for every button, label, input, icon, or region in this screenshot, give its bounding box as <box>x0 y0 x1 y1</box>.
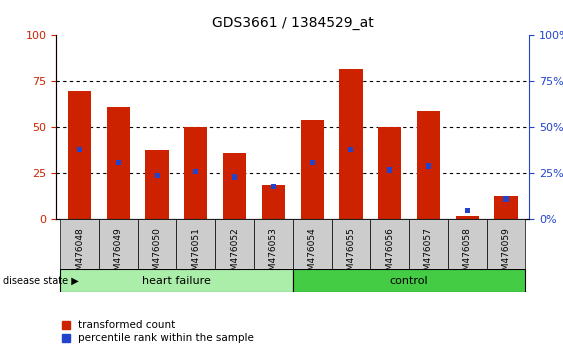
Text: GSM476057: GSM476057 <box>424 227 433 282</box>
Bar <box>215 219 254 269</box>
Bar <box>503 196 508 202</box>
Text: disease state ▶: disease state ▶ <box>3 276 79 286</box>
Text: GSM476048: GSM476048 <box>75 227 84 282</box>
Text: GSM476052: GSM476052 <box>230 227 239 282</box>
Bar <box>116 160 121 165</box>
Bar <box>254 219 293 269</box>
Bar <box>426 163 431 169</box>
Title: GDS3661 / 1384529_at: GDS3661 / 1384529_at <box>212 16 374 30</box>
Text: control: control <box>390 275 428 286</box>
Text: GSM476058: GSM476058 <box>463 227 472 282</box>
Bar <box>486 219 525 269</box>
Bar <box>293 219 332 269</box>
Bar <box>339 69 363 219</box>
Bar <box>60 219 99 269</box>
Bar <box>293 269 525 292</box>
Text: GSM476054: GSM476054 <box>307 227 316 282</box>
Legend: transformed count, percentile rank within the sample: transformed count, percentile rank withi… <box>61 320 254 343</box>
Text: GSM476053: GSM476053 <box>269 227 278 282</box>
Bar <box>310 160 315 165</box>
Bar <box>464 207 470 213</box>
Bar <box>332 219 370 269</box>
Bar <box>494 195 517 219</box>
Text: GSM476049: GSM476049 <box>114 227 123 282</box>
Bar <box>77 147 82 152</box>
Bar <box>107 107 130 219</box>
Bar <box>301 120 324 219</box>
Bar <box>370 219 409 269</box>
Bar <box>99 219 138 269</box>
Bar <box>193 169 198 175</box>
Bar <box>271 184 276 189</box>
Bar <box>184 127 208 219</box>
Bar <box>409 219 448 269</box>
Bar <box>378 127 401 219</box>
Bar <box>176 219 215 269</box>
Bar <box>145 149 169 219</box>
Text: GSM476055: GSM476055 <box>346 227 355 282</box>
Text: GSM476051: GSM476051 <box>191 227 200 282</box>
Text: GSM476056: GSM476056 <box>385 227 394 282</box>
Text: GSM476050: GSM476050 <box>153 227 162 282</box>
Bar <box>232 175 237 180</box>
Text: heart failure: heart failure <box>142 275 211 286</box>
Bar <box>262 184 285 219</box>
Bar <box>138 219 176 269</box>
Bar <box>455 216 479 219</box>
Bar <box>448 219 486 269</box>
Bar <box>60 269 293 292</box>
Text: GSM476059: GSM476059 <box>502 227 511 282</box>
Bar <box>154 172 160 178</box>
Bar <box>417 111 440 219</box>
Bar <box>68 91 91 219</box>
Bar <box>348 147 354 152</box>
Bar <box>223 153 246 219</box>
Bar <box>387 167 392 172</box>
